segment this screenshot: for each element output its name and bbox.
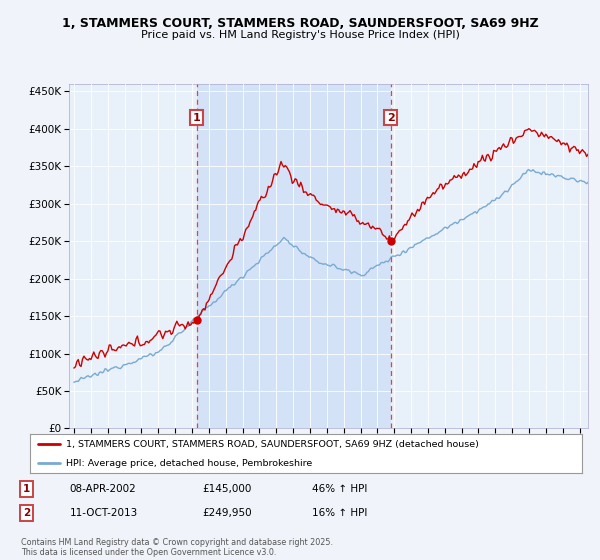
Text: £145,000: £145,000 xyxy=(202,484,251,494)
Text: 1: 1 xyxy=(193,113,200,123)
Text: 1: 1 xyxy=(23,484,30,494)
Text: 11-OCT-2013: 11-OCT-2013 xyxy=(70,508,138,518)
Text: 2: 2 xyxy=(23,508,30,518)
Text: £249,950: £249,950 xyxy=(202,508,252,518)
Bar xyxy=(197,84,391,428)
Text: 16% ↑ HPI: 16% ↑ HPI xyxy=(311,508,367,518)
Text: HPI: Average price, detached house, Pembrokeshire: HPI: Average price, detached house, Pemb… xyxy=(66,459,312,468)
Text: 46% ↑ HPI: 46% ↑ HPI xyxy=(311,484,367,494)
Text: Contains HM Land Registry data © Crown copyright and database right 2025.
This d: Contains HM Land Registry data © Crown c… xyxy=(21,538,333,557)
Text: Price paid vs. HM Land Registry's House Price Index (HPI): Price paid vs. HM Land Registry's House … xyxy=(140,30,460,40)
Text: 1, STAMMERS COURT, STAMMERS ROAD, SAUNDERSFOOT, SA69 9HZ (detached house): 1, STAMMERS COURT, STAMMERS ROAD, SAUNDE… xyxy=(66,440,479,449)
Text: 2: 2 xyxy=(386,113,394,123)
Text: 1, STAMMERS COURT, STAMMERS ROAD, SAUNDERSFOOT, SA69 9HZ: 1, STAMMERS COURT, STAMMERS ROAD, SAUNDE… xyxy=(62,17,538,30)
Text: 08-APR-2002: 08-APR-2002 xyxy=(70,484,136,494)
